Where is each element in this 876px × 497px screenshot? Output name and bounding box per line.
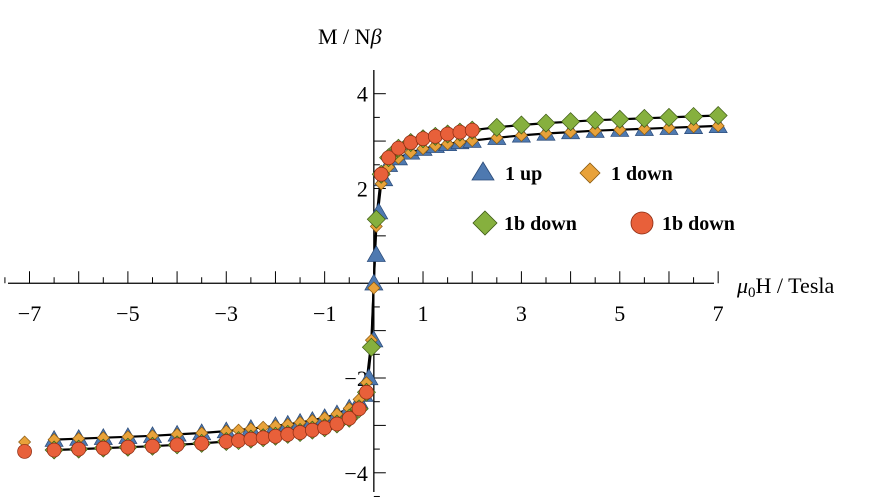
x-tick-label: −7	[18, 301, 41, 326]
data-point-diamond	[539, 127, 553, 140]
data-point-diamond	[659, 107, 679, 127]
data-point-circle	[95, 440, 111, 456]
data-point-diamond	[637, 122, 651, 136]
data-point-diamond	[514, 128, 528, 142]
data-point-circle	[440, 126, 455, 142]
data-point-diamond	[585, 110, 605, 130]
y-axis-title: M / Nβ	[318, 24, 382, 49]
data-point-circle	[452, 124, 468, 140]
data-point-diamond	[465, 134, 479, 148]
data-point-circle	[464, 122, 480, 138]
data-point-diamond	[687, 120, 701, 134]
legend-item-1b-down-circle: 1b down	[630, 211, 735, 235]
triangle-marker-icon	[471, 161, 495, 181]
axis-ticks: −7 −5 −3 −1 1 3 5 742−2−4	[4, 82, 724, 497]
data-point-circle	[218, 434, 234, 449]
diamond-marker-icon	[472, 210, 498, 236]
data-point-circle	[403, 135, 419, 150]
data-point-circle	[391, 140, 406, 156]
circle-marker-icon	[630, 211, 654, 235]
x-tick-label: 5	[614, 301, 625, 326]
data-point-diamond	[366, 209, 386, 229]
data-point-circle	[341, 410, 357, 426]
diamond-marker-icon	[579, 162, 601, 184]
data-point-circle	[381, 150, 396, 166]
data-point-circle	[359, 384, 374, 400]
data-points	[17, 105, 728, 460]
legend-label: 1b down	[662, 213, 735, 235]
data-point-circle	[255, 430, 271, 446]
data-point-diamond	[634, 108, 654, 128]
data-point-diamond	[610, 109, 630, 129]
data-point-circle	[145, 438, 160, 454]
data-point-diamond	[511, 115, 531, 135]
data-point-diamond	[441, 137, 455, 151]
data-point-circle	[317, 420, 332, 436]
data-point-diamond	[453, 135, 467, 149]
x-tick-label: 1	[418, 301, 429, 326]
data-point-diamond	[708, 105, 728, 125]
data-point-circle	[231, 433, 246, 448]
data-point-circle	[268, 428, 283, 444]
data-point-diamond	[490, 131, 504, 145]
x-tick-label: −5	[116, 301, 139, 326]
data-point-diamond	[684, 106, 704, 126]
x-tick-label: 7	[713, 301, 724, 326]
x-tick-label: 3	[516, 301, 527, 326]
data-point-circle	[71, 441, 87, 457]
legend-label: 1b down	[504, 213, 577, 235]
x-tick-label: −1	[313, 301, 336, 326]
data-point-diamond	[404, 145, 418, 159]
data-point-circle	[351, 401, 367, 417]
x-tick-label: −3	[215, 301, 238, 326]
data-point-circle	[292, 425, 308, 440]
data-point-circle	[17, 444, 32, 459]
data-point-circle	[120, 439, 136, 455]
data-point-circle	[280, 427, 296, 442]
data-point-circle	[415, 131, 431, 147]
data-point-circle	[305, 422, 320, 438]
data-point-circle	[373, 166, 389, 182]
data-point-triangle	[366, 245, 386, 262]
data-point-diamond	[662, 121, 676, 135]
legend-label: 1 down	[611, 163, 673, 185]
axes	[8, 70, 714, 492]
legend-item-1-down: 1 down	[579, 162, 673, 185]
data-point-diamond	[564, 125, 578, 139]
data-point-circle	[169, 437, 185, 453]
data-point-diamond	[613, 123, 627, 137]
data-point-circle	[427, 128, 443, 144]
y-tick-label: 4	[357, 82, 368, 107]
legend-item-1b-down-diamond: 1b down	[472, 210, 577, 236]
data-point-diamond	[367, 281, 381, 295]
y-tick-label: −4	[344, 461, 367, 486]
data-point-diamond	[361, 337, 381, 357]
y-tick-label: 2	[357, 176, 368, 201]
data-point-diamond	[588, 124, 602, 138]
legend-label: 1 up	[505, 163, 542, 185]
x-axis-title: μ0H / Tesla	[736, 273, 834, 301]
data-point-circle	[46, 442, 62, 458]
data-point-diamond	[536, 113, 556, 133]
data-point-circle	[243, 431, 259, 447]
data-point-diamond	[416, 142, 430, 156]
data-point-diamond	[561, 112, 581, 132]
data-point-diamond	[711, 119, 725, 133]
data-point-circle	[329, 416, 345, 432]
data-point-diamond	[487, 117, 507, 137]
data-point-circle	[194, 436, 210, 451]
legend: 1 up 1 down 1b down 1b down	[471, 161, 735, 236]
legend-item-1-up: 1 up	[471, 161, 542, 185]
